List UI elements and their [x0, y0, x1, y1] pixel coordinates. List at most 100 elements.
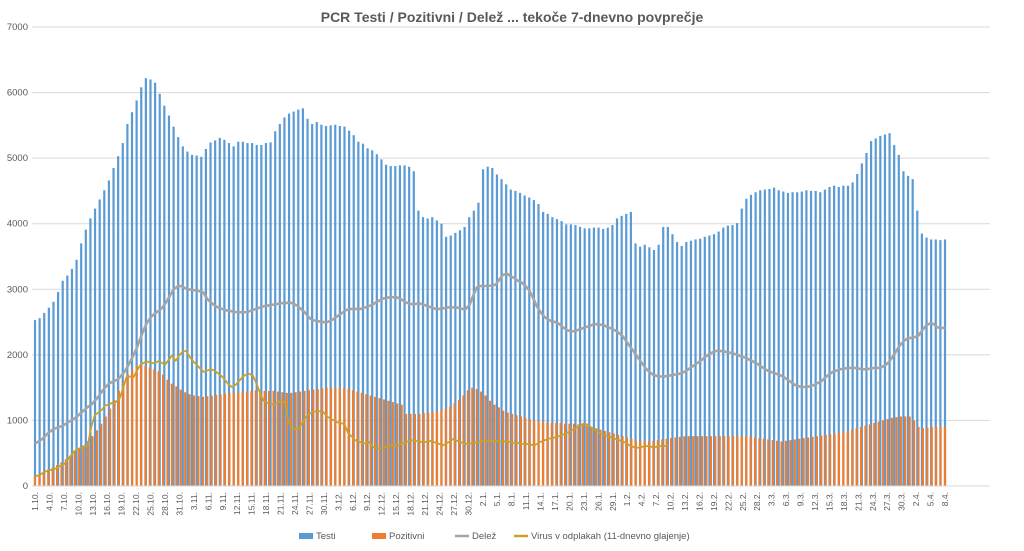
bar-pozitivni: [537, 421, 540, 486]
x-tick-label: 28.10.: [160, 492, 170, 516]
bar-testi: [786, 192, 790, 486]
bar-pozitivni: [749, 436, 752, 486]
bar-testi: [565, 224, 568, 486]
bar-testi: [569, 224, 572, 486]
bar-pozitivni: [192, 395, 196, 486]
bar-testi: [218, 137, 221, 486]
bar-pozitivni: [188, 394, 191, 486]
bar-pozitivni: [829, 434, 832, 486]
bar-testi: [615, 218, 619, 486]
bar-pozitivni: [122, 382, 125, 486]
x-tick-label: 9.12.: [362, 492, 372, 511]
bar-pozitivni: [104, 416, 107, 486]
bar-pozitivni: [546, 422, 549, 486]
bar-pozitivni: [926, 427, 929, 486]
bar-pozitivni: [201, 396, 204, 486]
bar-testi: [398, 165, 402, 486]
bar-pozitivni: [899, 416, 902, 486]
bar-pozitivni: [184, 392, 187, 486]
x-tick-label: 20.1.: [564, 492, 574, 511]
bar-testi: [879, 135, 882, 486]
bar-pozitivni: [718, 436, 721, 486]
bar-pozitivni: [621, 436, 624, 486]
bar-testi: [814, 190, 817, 486]
bar-pozitivni: [709, 436, 712, 486]
bar-pozitivni: [73, 451, 76, 486]
bar-pozitivni: [767, 439, 770, 486]
bar-testi: [740, 208, 743, 486]
bar-testi: [167, 115, 171, 487]
bar-testi: [893, 145, 896, 486]
bar-testi: [435, 220, 438, 486]
line-virus: [34, 350, 669, 478]
bar-pozitivni: [661, 439, 664, 486]
bar-testi: [934, 239, 937, 486]
bar-testi: [865, 152, 868, 486]
bar-pozitivni: [42, 471, 45, 486]
bar-testi: [828, 186, 831, 486]
bar-pozitivni: [91, 436, 94, 486]
bar-testi: [796, 192, 799, 487]
bar-pozitivni: [727, 436, 730, 486]
x-tick-label: 29.1.: [608, 492, 618, 511]
bar-pozitivni: [440, 409, 443, 486]
x-tick-label: 1.2.: [622, 492, 632, 506]
bar-testi: [902, 171, 905, 486]
bar-pozitivni: [502, 410, 505, 486]
bar-testi: [260, 145, 263, 486]
bar-testi: [154, 82, 157, 486]
bar-testi: [103, 190, 106, 486]
bar-pozitivni: [833, 433, 836, 486]
x-tick-label: 7.2.: [651, 492, 661, 506]
x-tick-label: 9.11.: [218, 492, 228, 510]
bar-testi: [837, 186, 840, 486]
x-tick-label: 22.2.: [723, 492, 733, 511]
bar-pozitivni: [515, 415, 518, 486]
bar-testi: [551, 217, 554, 486]
bar-pozitivni: [175, 386, 178, 486]
x-tick-label: 14.1.: [536, 492, 546, 511]
bar-pozitivni: [228, 392, 231, 486]
bar-pozitivni: [643, 441, 646, 486]
x-tick-label: 19.2.: [709, 492, 719, 511]
chart-title: PCR Testi / Pozitivni / Delež ... tekoče…: [321, 9, 704, 25]
bar-testi: [662, 226, 665, 486]
bar-pozitivni: [475, 388, 478, 486]
bar-pozitivni: [135, 366, 138, 486]
bar-testi: [712, 234, 716, 486]
bar-testi: [708, 235, 711, 486]
bar-testi: [389, 166, 392, 487]
bar-pozitivni: [493, 404, 496, 486]
bar-testi: [897, 154, 900, 486]
bar-testi: [763, 189, 766, 487]
bar-testi: [33, 320, 37, 486]
x-tick-label: 10.2.: [666, 492, 676, 511]
bar-testi: [911, 179, 914, 486]
bar-testi: [523, 195, 526, 487]
bar-pozitivni: [404, 413, 408, 486]
bar-pozitivni: [864, 425, 867, 486]
bar-testi: [255, 145, 258, 486]
series-testi-bars: [33, 78, 947, 487]
x-tick-label: 3.11.: [189, 492, 199, 510]
x-tick-label: 8.1.: [507, 492, 517, 506]
x-tick-label: 24.11.: [290, 492, 300, 515]
x-tick-label: 11.1.: [521, 492, 531, 510]
bar-testi: [675, 242, 679, 486]
bar-pozitivni: [126, 374, 129, 486]
x-tick-label: 9.3.: [796, 492, 806, 506]
bar-testi: [782, 191, 785, 486]
bar-testi: [144, 78, 147, 486]
x-tick-label: 24.12.: [434, 492, 444, 516]
bar-testi: [246, 143, 249, 486]
bar-pozitivni: [930, 426, 933, 486]
bar-testi: [906, 175, 910, 486]
bar-pozitivni: [422, 413, 425, 486]
bar-testi: [357, 141, 360, 486]
bar-testi: [726, 225, 729, 486]
x-tick-label: 13.2.: [680, 492, 690, 511]
bar-testi: [463, 226, 466, 486]
bar-testi: [408, 166, 411, 486]
bar-pozitivni: [241, 391, 244, 486]
bar-pozitivni: [316, 388, 319, 486]
